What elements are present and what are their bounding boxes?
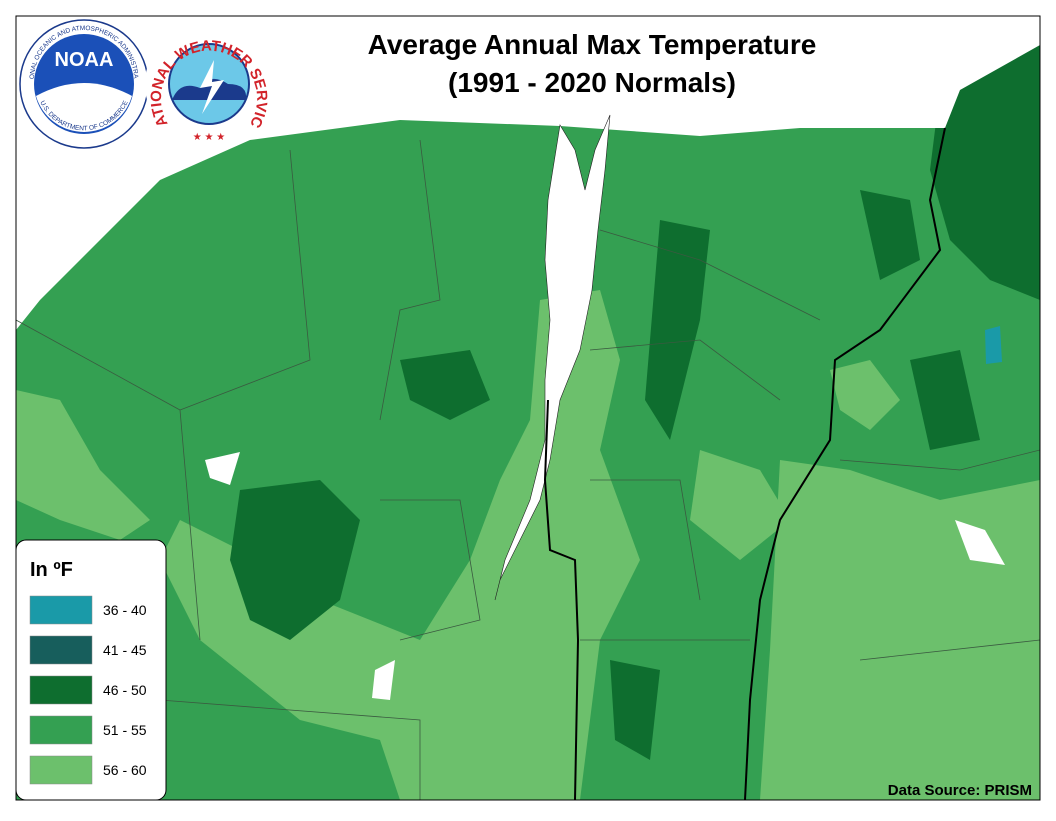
lowland [16,390,150,540]
lowland [830,360,900,430]
legend-title: In ºF [30,559,73,581]
nws-stars: ★ ★ ★ [193,132,225,143]
legend-label: 46 - 50 [103,682,147,698]
data-source: Data Source: PRISM [888,782,1032,799]
nws-cloud [172,78,247,100]
highland [860,190,920,280]
highland [230,480,360,640]
lowland [690,450,790,560]
valley-lowland [160,290,640,800]
highland [610,660,660,760]
state-border [744,127,946,800]
summit [985,326,1002,364]
lake [372,660,395,700]
lake [494,114,611,601]
lake [955,520,1005,565]
legend-swatch [29,715,93,745]
lowland [760,460,1040,800]
map-frame [15,15,1041,801]
state-border [543,399,580,800]
lake [205,452,240,485]
legend-label: 41 - 45 [103,642,147,658]
noaa-text: NOAA [55,49,114,71]
legend-swatch [29,635,93,665]
legend-label: 51 - 55 [103,722,147,738]
highland [400,350,490,420]
nws-bolt [200,60,224,114]
legend-swatch [29,675,93,705]
highland [930,40,1040,300]
legend-label: 56 - 60 [103,762,147,778]
legend: In ºF 36 - 40 41 - 45 46 - 50 51 - 55 56 - 6… [15,539,167,801]
title: Average Annual Max Temperature [368,29,817,60]
legend-label: 36 - 40 [103,602,147,618]
highland [910,350,980,450]
highland [645,220,710,440]
noaa-gull [36,83,132,132]
subtitle: (1991 - 2020 Normals) [448,67,736,98]
county-lines [16,139,1040,800]
legend-swatch [29,595,93,625]
legend-swatch [29,755,93,785]
